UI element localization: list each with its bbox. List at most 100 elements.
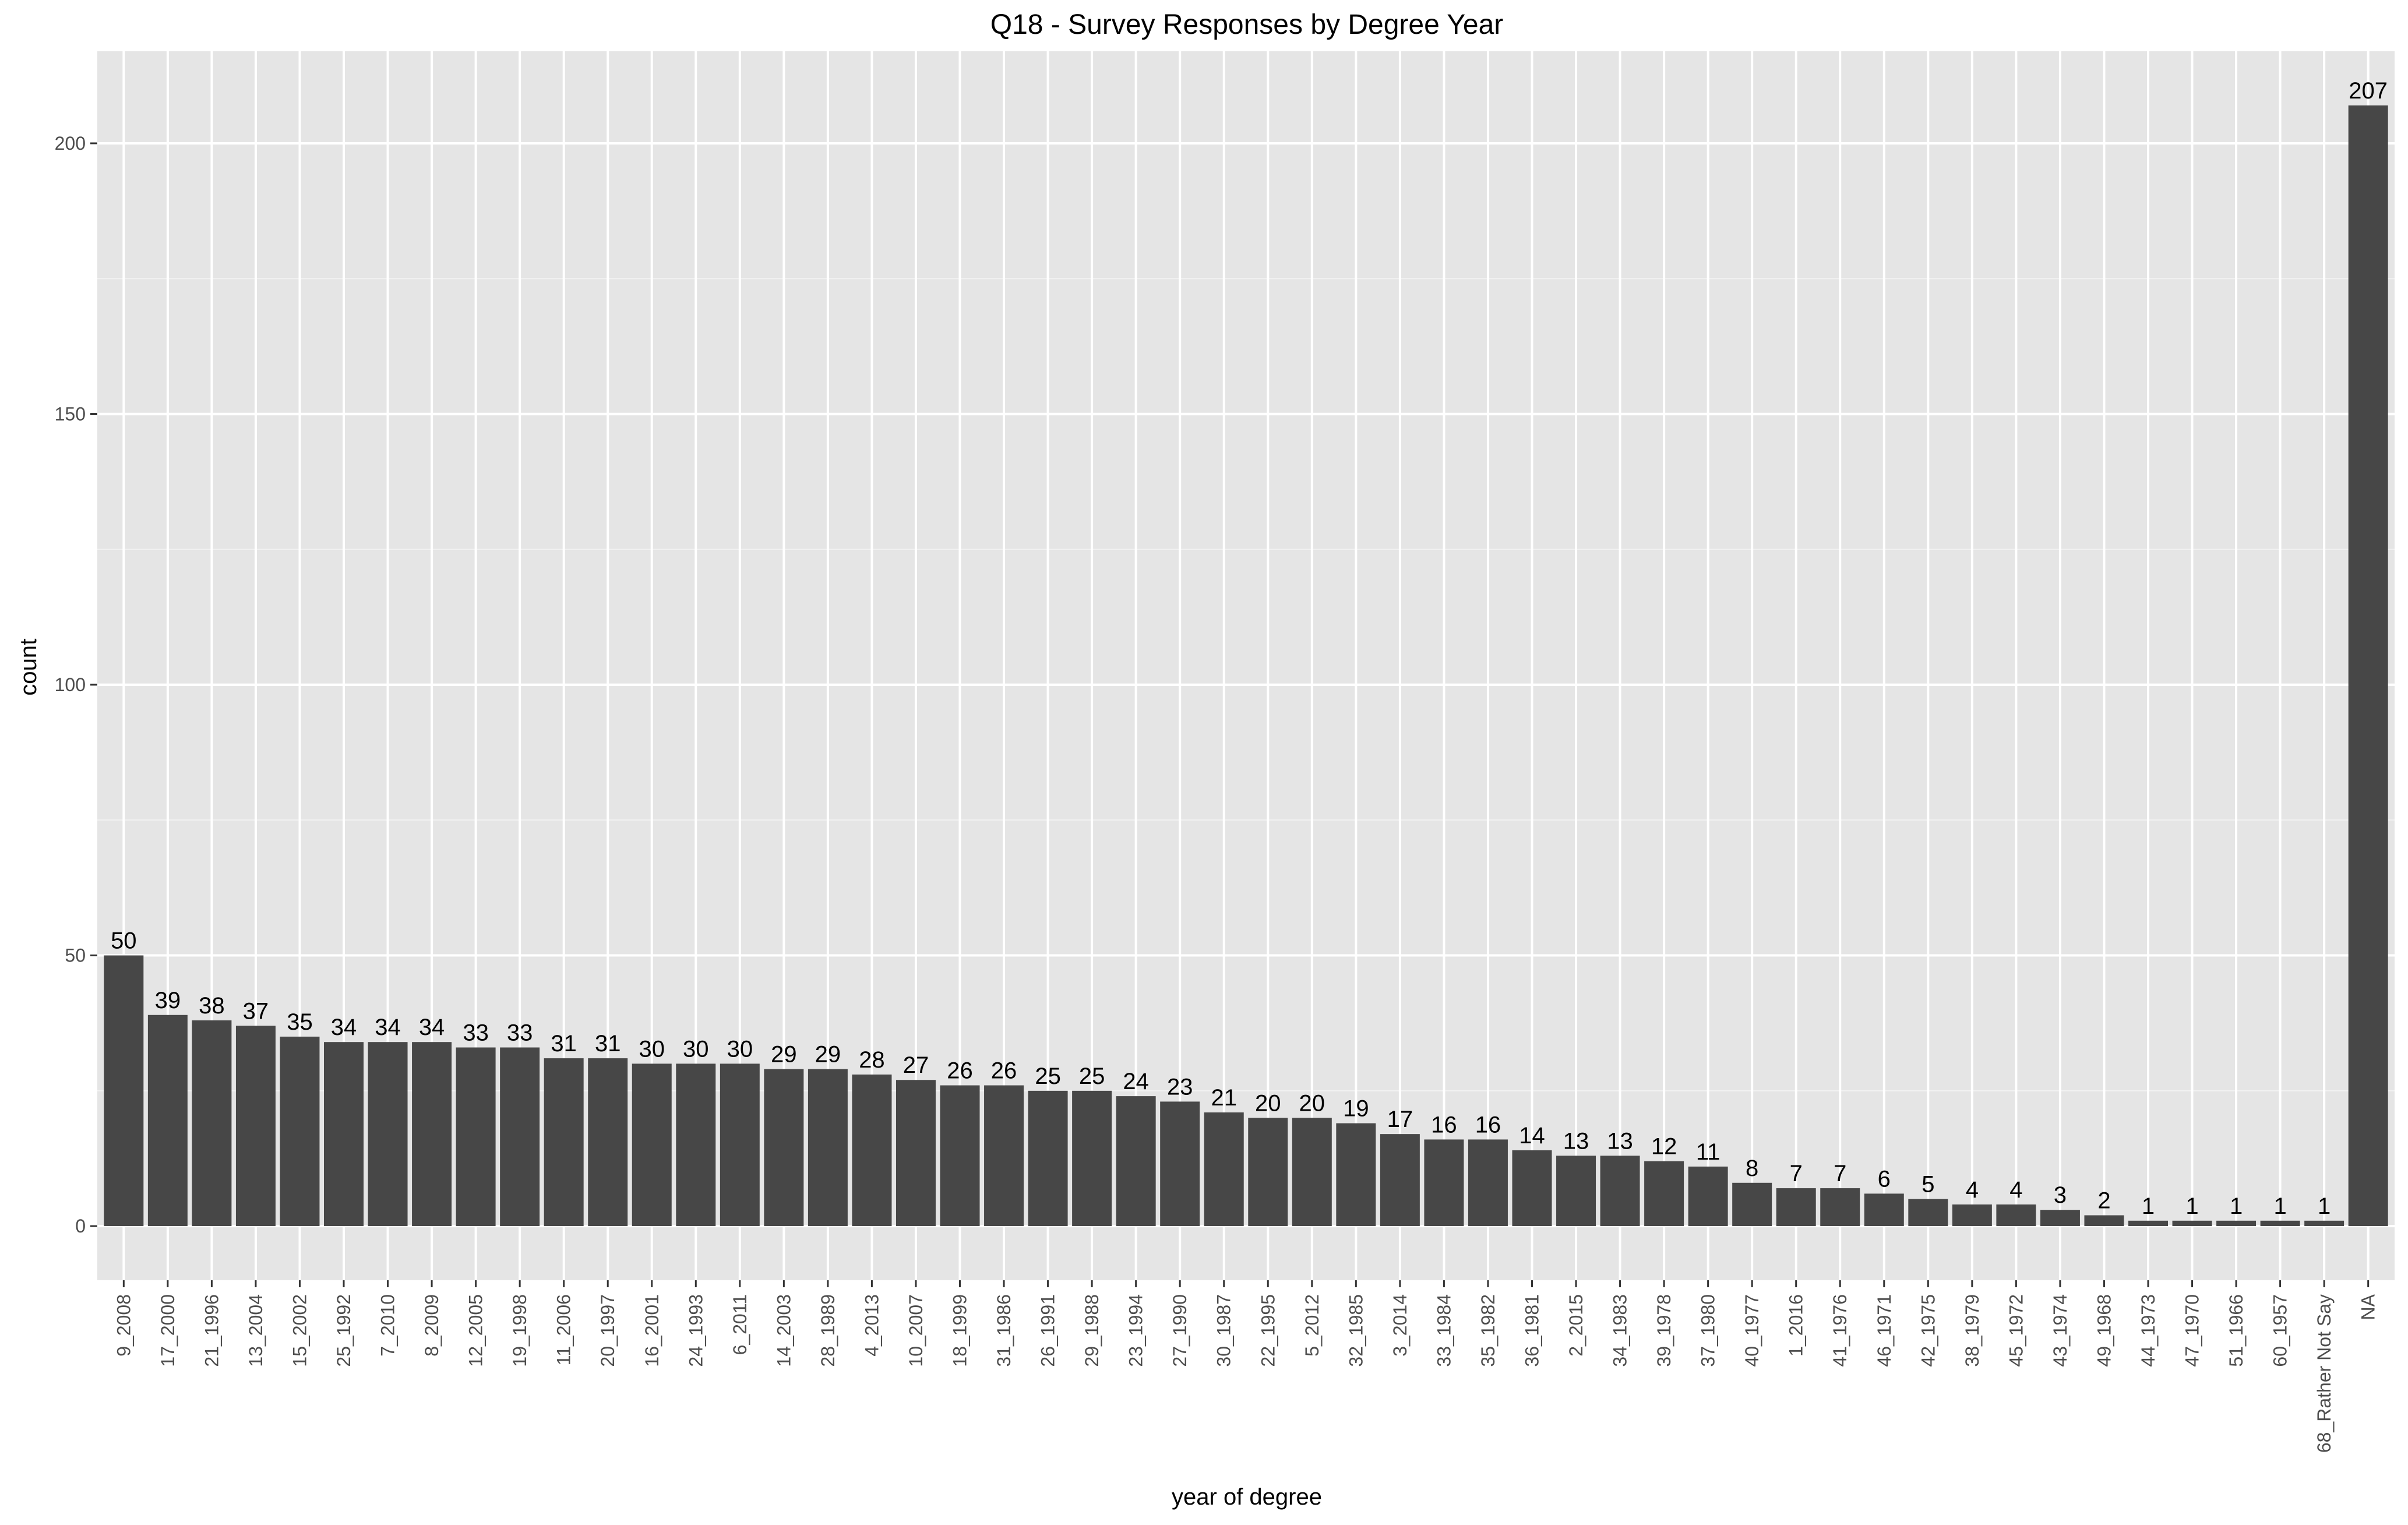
bar-value-label: 16 [1431,1112,1457,1137]
bar-value-label: 34 [419,1015,445,1040]
bar [456,1047,496,1227]
bar [1776,1188,1816,1227]
x-tick-label: 26_1991 [1038,1294,1059,1367]
bar [1380,1134,1420,1227]
bar [2304,1220,2344,1227]
bar [984,1085,1024,1227]
bar [895,1080,936,1227]
x-tick-label: 13_2004 [245,1294,266,1367]
bar-value-label: 1 [2185,1193,2198,1219]
x-tick-label: 24_1993 [685,1294,706,1367]
bar-value-label: 26 [947,1058,973,1084]
bar-value-label: 1 [2318,1193,2331,1219]
bar [1556,1156,1596,1227]
bar [412,1042,452,1227]
x-tick-label: 21_1996 [201,1294,222,1367]
bar-value-label: 34 [331,1015,357,1040]
bar-value-label: 1 [2273,1193,2286,1219]
bar-value-label: 17 [1387,1107,1413,1132]
x-tick-label: 5_2012 [1302,1294,1323,1357]
bar-value-label: 34 [375,1015,401,1040]
x-tick-label: 39_1978 [1653,1294,1674,1367]
bar-value-label: 20 [1299,1090,1325,1116]
bar [2260,1220,2300,1227]
bar-value-label: 19 [1343,1096,1369,1122]
x-tick-label: 23_1994 [1126,1294,1147,1367]
bar [1908,1199,1948,1227]
bar-value-label: 33 [463,1020,489,1045]
x-tick-label: 4_2013 [861,1294,882,1357]
bar-value-label: 16 [1475,1112,1501,1137]
x-axis-title: year of degree [1172,1484,1322,1510]
bar [544,1058,584,1227]
x-tick-label: 46_1971 [1874,1294,1895,1367]
x-tick-label: 15_2002 [289,1294,310,1367]
bar-value-label: 30 [639,1036,665,1062]
bar-value-label: 4 [1966,1177,1979,1203]
x-tick-label: NA [2358,1294,2379,1320]
bar-value-label: 7 [1790,1161,1803,1186]
x-tick-label: 40_1977 [1741,1294,1762,1367]
x-tick-label: 28_1989 [817,1294,838,1367]
x-tick-label: 2_2015 [1566,1294,1586,1357]
bar [1996,1204,2036,1227]
bar [632,1063,672,1227]
x-tick-label: 47_1970 [2182,1294,2203,1367]
x-tick-label: 17_2000 [157,1294,178,1367]
x-tick-label: 51_1966 [2226,1294,2247,1367]
bar-value-label: 39 [155,988,181,1013]
x-tick-label: 29_1988 [1081,1294,1102,1367]
bar [2216,1220,2257,1227]
bar [676,1063,716,1227]
bar-value-label: 13 [1563,1128,1589,1154]
bar-value-label: 31 [551,1031,577,1056]
bar-value-label: 3 [2054,1182,2067,1208]
bar [104,955,144,1227]
x-tick-label: 16_2001 [641,1294,662,1367]
x-tick-label: 43_1974 [2050,1294,2071,1367]
bar-value-label: 29 [771,1042,797,1068]
x-tick-label: 7_2010 [378,1294,399,1357]
x-tick-label: 42_1975 [1917,1294,1938,1367]
bar-value-label: 14 [1519,1123,1545,1149]
y-tick-label: 150 [55,403,86,424]
bar-value-label: 13 [1607,1128,1633,1154]
bar [368,1042,408,1227]
x-tick-label: 20_1997 [597,1294,618,1367]
bar [720,1063,760,1227]
x-tick-label: 22_1995 [1257,1294,1278,1367]
x-tick-label: 33_1984 [1433,1294,1454,1367]
bar [588,1058,628,1227]
x-tick-label: 3_2014 [1390,1294,1411,1357]
bar [1292,1118,1332,1227]
bar-value-label: 207 [2349,78,2388,104]
bar [2084,1215,2124,1227]
x-tick-label: 25_1992 [333,1294,354,1367]
bar [1688,1166,1728,1227]
bar [235,1026,276,1227]
bar [1204,1112,1244,1227]
x-tick-label: 10_2007 [905,1294,926,1367]
x-tick-label: 49_1968 [2093,1294,2114,1367]
bar [2040,1210,2080,1227]
bar-value-label: 28 [859,1047,885,1073]
bar-value-label: 25 [1035,1063,1061,1089]
bar [1864,1193,1904,1227]
bar [1820,1188,1860,1227]
bar [1248,1118,1288,1227]
bar [280,1036,320,1227]
bar-value-label: 4 [2009,1177,2022,1203]
bar-value-label: 5 [1922,1172,1934,1198]
y-tick-label: 100 [55,674,86,695]
bar-value-label: 38 [199,993,225,1019]
y-tick-label: 0 [75,1216,86,1237]
bar [1072,1090,1112,1227]
bar [2172,1220,2212,1227]
x-tick-label: 32_1985 [1345,1294,1366,1367]
bar-value-label: 50 [111,928,137,954]
x-tick-label: 8_2009 [421,1294,442,1357]
bar-value-label: 30 [683,1036,709,1062]
bar-value-label: 37 [243,998,269,1024]
